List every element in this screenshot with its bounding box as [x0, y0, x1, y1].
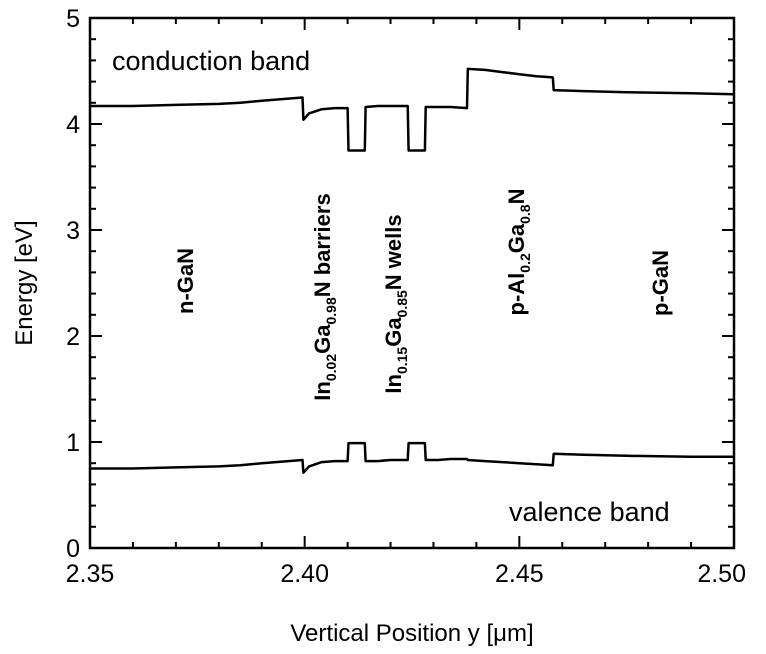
conduction-band-label: conduction band: [112, 46, 310, 76]
tick-marks: [89, 17, 735, 549]
conduction-band-line: [90, 67, 735, 152]
y-tick-label: 5: [66, 5, 80, 33]
x-tick-label: 2.35: [66, 560, 115, 588]
x-axis-label: Vertical Position y [μm]: [290, 620, 533, 647]
y-tick-label: 0: [66, 535, 80, 563]
algan-label-sub-b: 0.8: [517, 204, 533, 224]
y-tick-label: 3: [66, 217, 80, 245]
barriers-label-sub-b: 0.98: [323, 297, 339, 324]
wells-label-part-c: N wells: [381, 214, 406, 290]
p-gan-label: p-GaN: [648, 250, 673, 316]
algan-label-sub-a: 0.2: [517, 253, 533, 273]
wells-label-sub-a: 0.15: [394, 347, 410, 374]
y-tick-label: 4: [66, 111, 80, 139]
y-axis-label: Energy [eV]: [11, 220, 38, 345]
wells-label-sub-b: 0.85: [394, 290, 410, 317]
y-tick-label: 2: [66, 323, 80, 351]
plot-frame: [88, 16, 736, 550]
valence-band-label: valence band: [509, 497, 670, 527]
wells-label: In0.15Ga0.85N wells: [381, 214, 410, 393]
wells-label-part-b: Ga: [381, 317, 406, 347]
algan-label-part-c: N: [504, 189, 529, 205]
y-tick-label: 1: [66, 429, 80, 457]
x-tick-label: 2.45: [495, 560, 544, 588]
x-tick-label: 2.40: [280, 560, 329, 588]
barriers-label-part-a: In: [310, 381, 335, 401]
barriers-label-part-c: N barriers: [310, 193, 335, 297]
algan-label-part-b: Ga: [504, 223, 529, 253]
wells-label-part-a: In: [381, 374, 406, 394]
x-tick-label: 2.50: [697, 560, 746, 588]
algan-label-part-a: p-Al: [504, 273, 529, 316]
barriers-label-sub-a: 0.02: [323, 354, 339, 381]
barriers-label-part-b: Ga: [310, 324, 335, 354]
algan-label: p-Al0.2Ga0.8N: [504, 189, 533, 316]
valence-band-line: [90, 441, 734, 474]
n-gan-label: n-GaN: [173, 248, 198, 314]
band-lines: [90, 67, 735, 474]
tick-labels: 2.35 2.40 2.45 2.50 0 1 2 3 4 5: [66, 5, 746, 588]
barriers-label: In0.02Ga0.98N barriers: [310, 193, 339, 400]
